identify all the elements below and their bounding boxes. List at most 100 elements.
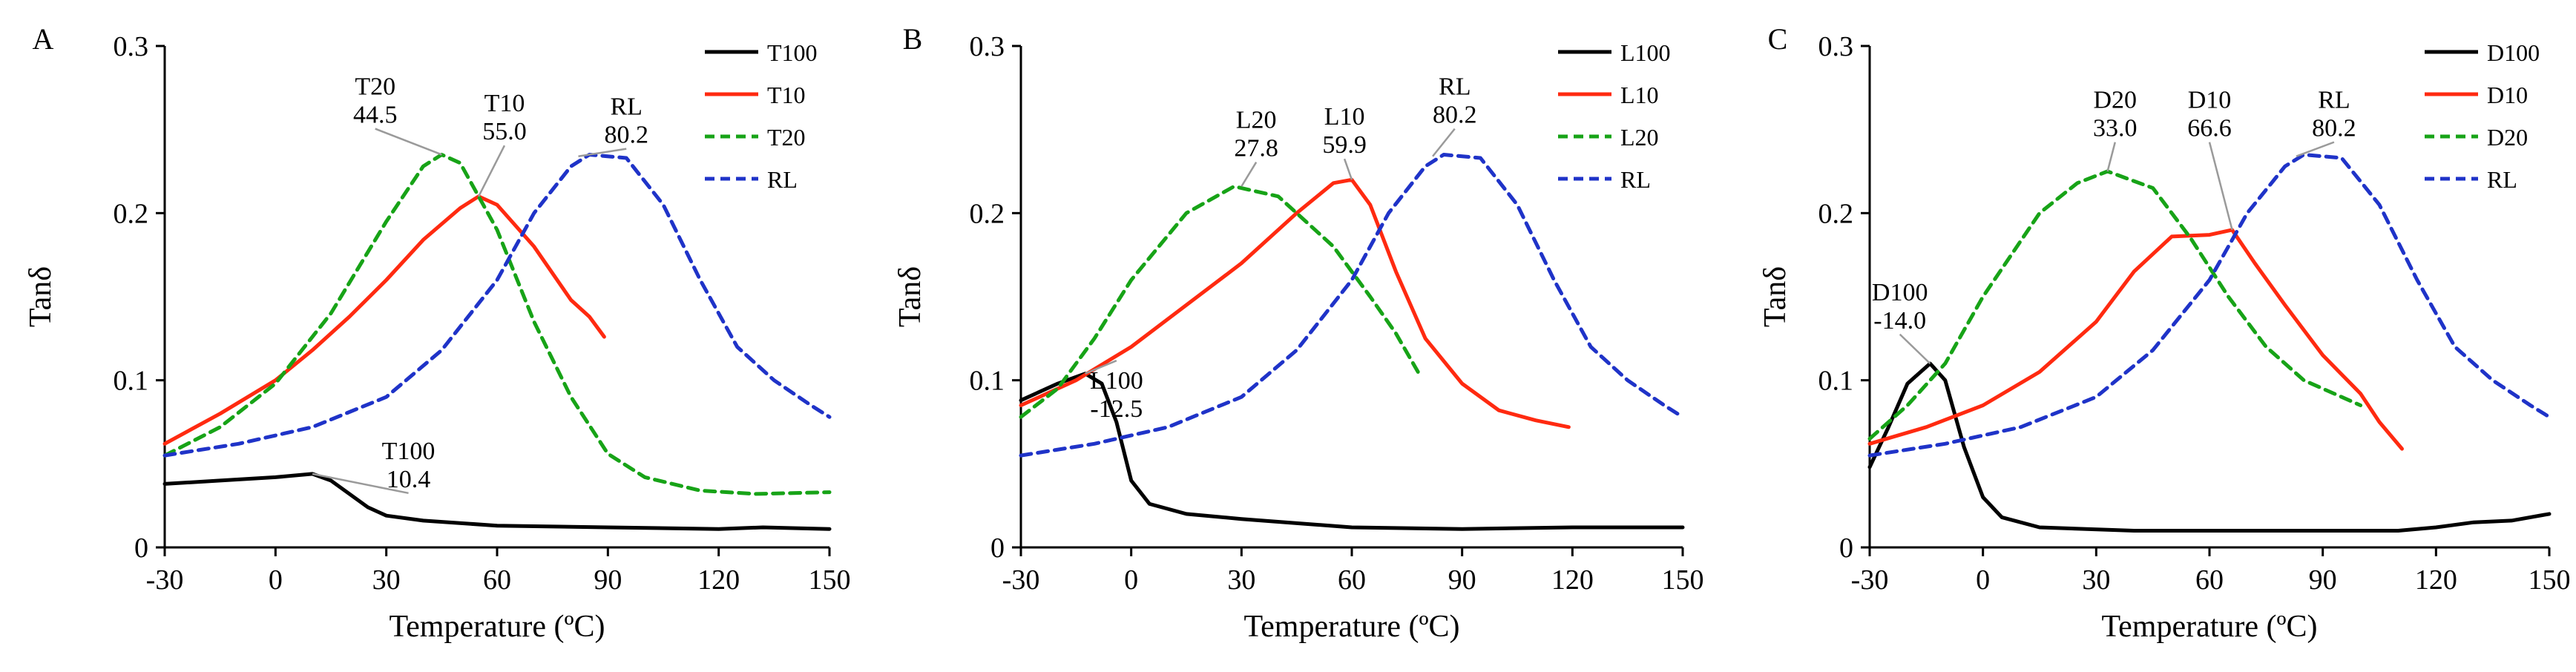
annotation-value: 80.2 — [2312, 115, 2356, 142]
legend-label: RL — [1620, 166, 1651, 193]
legend-label: L100 — [1620, 39, 1671, 66]
annotation-value: -12.5 — [1090, 395, 1143, 423]
legend-label: L10 — [1620, 82, 1659, 108]
series-line-rl — [1867, 153, 2552, 458]
panel-label: B — [903, 22, 923, 56]
y-tick-label: 0.1 — [970, 366, 1005, 397]
x-tick-label: 0 — [1976, 564, 1990, 596]
x-tick-label: 60 — [1338, 564, 1366, 596]
x-tick-label: 90 — [2309, 564, 2337, 596]
panel-label: C — [1768, 22, 1788, 56]
legend-label: RL — [2487, 166, 2517, 193]
y-tick-label: 0.1 — [1818, 366, 1854, 397]
annotation-label: L20 — [1236, 107, 1277, 134]
x-tick-label: 60 — [483, 564, 511, 596]
annotation-leader — [2296, 141, 2335, 157]
series-line-t20 — [162, 153, 832, 496]
y-tick-label: 0.3 — [970, 31, 1005, 62]
annotation-leader — [1343, 158, 1353, 180]
legend-label: D10 — [2487, 82, 2528, 108]
annotation-label: D20 — [2093, 87, 2137, 114]
x-tick-label: 30 — [2082, 564, 2110, 596]
annotation-label: L10 — [1324, 103, 1365, 131]
panel-label: A — [33, 22, 54, 56]
y-tick-label: 0.2 — [970, 198, 1005, 229]
annotation-label: T10 — [484, 90, 525, 117]
x-axis-label: Temperature (ºC) — [2101, 610, 2317, 644]
annotation-leader — [2106, 142, 2116, 172]
annotation-label: RL — [2318, 87, 2350, 114]
x-tick-label: 150 — [1662, 564, 1704, 596]
x-tick-label: 60 — [2195, 564, 2224, 596]
x-tick-label: -30 — [146, 564, 184, 596]
annotation-label: RL — [1439, 73, 1471, 101]
annotation-leader — [1085, 360, 1117, 375]
series-line-t100 — [162, 472, 832, 531]
legend-label: T100 — [767, 39, 818, 66]
annotation-leader — [1432, 128, 1456, 157]
y-tick-label: 0.2 — [114, 198, 149, 229]
annotation-value: 66.6 — [2187, 115, 2232, 142]
series-line-d100 — [1867, 361, 2552, 533]
y-axis-label: Tanδ — [24, 266, 58, 327]
annotation-label: L100 — [1090, 367, 1143, 395]
annotation-value: -14.0 — [1873, 307, 1926, 335]
x-tick-label: 0 — [269, 564, 283, 596]
annotation-leader — [312, 472, 409, 495]
series-line-l20 — [1019, 184, 1420, 419]
annotation-value: 80.2 — [604, 122, 648, 149]
x-tick-label: 120 — [2415, 564, 2457, 596]
annotation-label: T20 — [355, 73, 395, 101]
x-tick-label: 150 — [2529, 564, 2571, 596]
annotation-leader — [375, 128, 442, 156]
y-tick-label: 0.1 — [114, 366, 149, 397]
y-axis-label: Tanδ — [1758, 266, 1793, 327]
annotation-label: T100 — [382, 438, 436, 465]
series-line-d20 — [1867, 169, 2363, 441]
annotation-value: 80.2 — [1433, 102, 1477, 129]
y-tick-label: 0.2 — [1818, 198, 1854, 229]
y-tick-label: 0 — [990, 533, 1005, 564]
y-tick-label: 0 — [134, 533, 148, 564]
annotation-value: 44.5 — [353, 102, 398, 129]
annotation-value: 10.4 — [387, 466, 431, 493]
x-tick-label: 120 — [697, 564, 740, 596]
legend-label: T20 — [767, 124, 806, 151]
annotation-label: RL — [610, 93, 642, 121]
x-axis-label: Temperature (ºC) — [389, 610, 605, 644]
x-tick-label: 30 — [372, 564, 401, 596]
annotation-leader — [578, 148, 627, 157]
series-line-l10 — [1019, 177, 1571, 429]
annotation-label: D100 — [1872, 279, 1928, 306]
x-tick-label: -30 — [1851, 564, 1889, 596]
series-line-rl — [162, 153, 832, 458]
legend-label: D100 — [2487, 39, 2540, 66]
series-line-rl — [1019, 153, 1685, 458]
series-line-d10 — [1867, 228, 2404, 451]
annotation-leader — [1241, 162, 1258, 187]
y-tick-label: 0.3 — [114, 31, 149, 62]
x-tick-label: 120 — [1551, 564, 1594, 596]
annotation-value: 27.8 — [1234, 135, 1278, 162]
legend-label: L20 — [1620, 124, 1659, 151]
annotation-label: D10 — [2188, 87, 2232, 114]
x-tick-label: -30 — [1002, 564, 1040, 596]
y-axis-label: Tanδ — [893, 266, 927, 327]
x-tick-label: 90 — [1448, 564, 1476, 596]
x-tick-label: 90 — [594, 564, 622, 596]
annotation-leader — [477, 145, 506, 197]
x-axis-label: Temperature (ºC) — [1243, 610, 1459, 644]
x-tick-label: 0 — [1124, 564, 1138, 596]
annotation-value: 33.0 — [2093, 115, 2138, 142]
legend-label: D20 — [2487, 124, 2528, 151]
annotation-value: 55.0 — [482, 118, 527, 145]
annotation-value: 59.9 — [1322, 131, 1367, 159]
legend-label: T10 — [767, 82, 806, 108]
x-tick-label: 30 — [1227, 564, 1255, 596]
series-line-t10 — [162, 194, 606, 446]
y-tick-label: 0 — [1839, 533, 1853, 564]
